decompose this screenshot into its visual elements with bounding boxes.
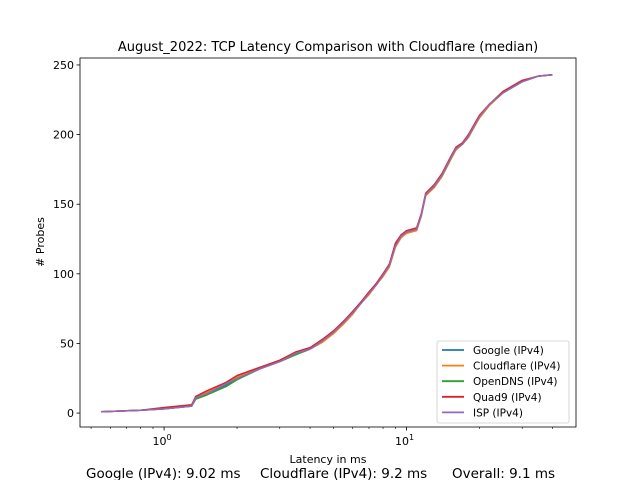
legend: Google (IPv4) Cloudflare (IPv4) OpenDNS (I… bbox=[436, 340, 570, 424]
y-tick-label: 250 bbox=[53, 59, 74, 72]
y-axis-label: # Probes bbox=[34, 217, 47, 267]
y-tick-label: 0 bbox=[67, 407, 74, 420]
legend-label-3: Quad9 (IPv4) bbox=[473, 392, 542, 404]
chart-title: August_2022: TCP Latency Comparison with… bbox=[118, 40, 538, 55]
footer-cloudflare-median: Cloudflare (IPv4): 9.2 ms bbox=[260, 466, 427, 480]
legend-label-0: Google (IPv4) bbox=[473, 345, 544, 357]
series-line-3 bbox=[101, 73, 553, 413]
plot-area: 0 50 100 150 200 250 100 101 bbox=[53, 57, 577, 448]
x-tick-label: 100 bbox=[153, 433, 172, 448]
plot-frame bbox=[79, 57, 577, 428]
series-line-4 bbox=[101, 73, 553, 413]
y-tick-label: 100 bbox=[53, 268, 74, 281]
legend-label-2: OpenDNS (IPv4) bbox=[473, 376, 558, 388]
y-tick-label: 200 bbox=[53, 129, 74, 142]
x-tick-label: 101 bbox=[395, 433, 414, 448]
y-tick-label: 150 bbox=[53, 198, 74, 211]
x-axis-label: Latency in ms bbox=[290, 453, 367, 466]
footer-google-median: Google (IPv4): 9.02 ms bbox=[86, 466, 241, 480]
footer-overall-median: Overall: 9.1 ms bbox=[452, 466, 555, 480]
legend-box bbox=[436, 340, 570, 424]
y-tick-label: 50 bbox=[60, 337, 74, 350]
legend-label-4: ISP (IPv4) bbox=[473, 407, 523, 419]
legend-label-1: Cloudflare (IPv4) bbox=[473, 361, 560, 373]
